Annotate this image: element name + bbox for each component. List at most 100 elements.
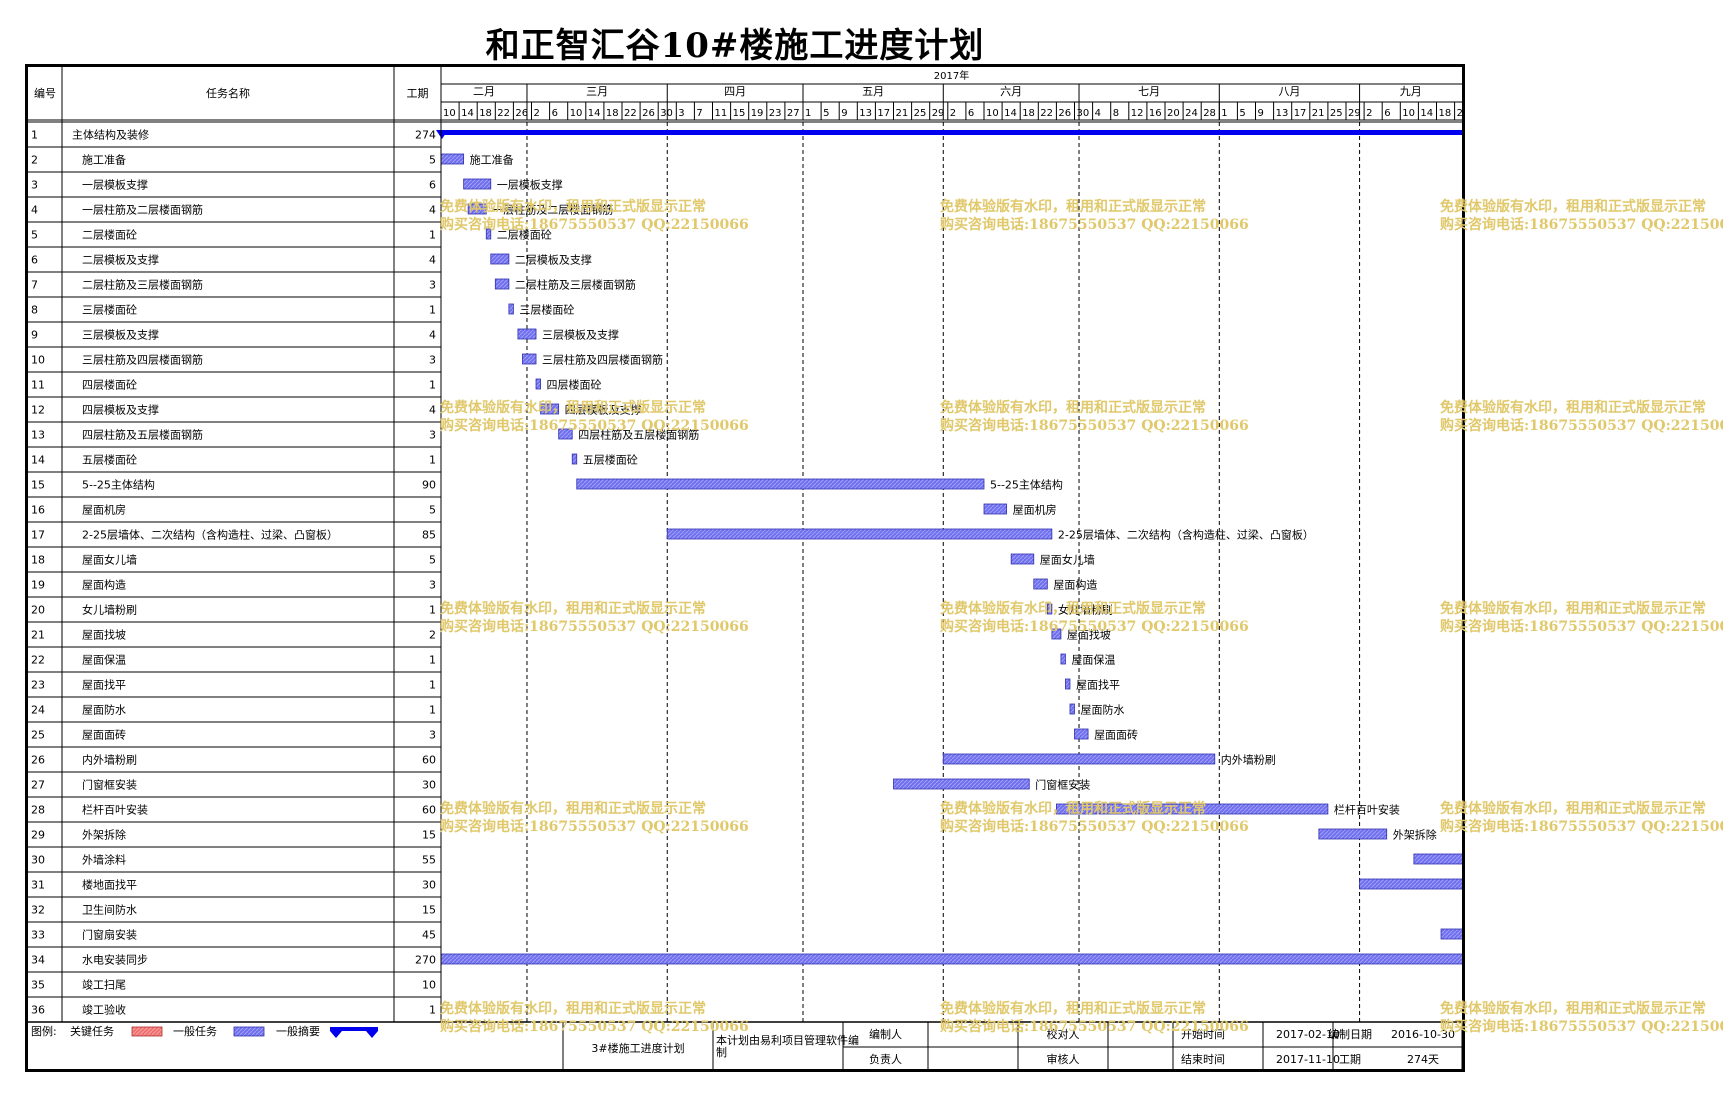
day-tick-label: 25	[914, 108, 927, 119]
task-id: 32	[31, 904, 45, 917]
task-id: 33	[31, 929, 45, 942]
bar-label: 屋面构造	[1053, 578, 1097, 592]
task-duration: 55	[422, 854, 436, 867]
normal-task-bar	[1046, 603, 1053, 615]
task-name: 施工准备	[82, 153, 126, 167]
day-tick-label: 19	[751, 108, 764, 119]
page-title: 和正智汇谷10#楼施工进度计划	[485, 26, 985, 66]
normal-task-bar	[535, 378, 541, 390]
task-id: 6	[31, 254, 38, 267]
watermark-text: 免费体验版有水印，租用和正式版显示正常 购买咨询电话:18675550537 QQ…	[1440, 199, 1723, 233]
legend-normal-label: 一般任务	[173, 1025, 217, 1038]
summary-bar	[441, 130, 1462, 135]
task-id: 31	[31, 879, 45, 892]
task-name: 屋面机房	[82, 503, 126, 517]
bar-label: 四层楼面砼	[547, 378, 602, 392]
day-tick-label: 10	[570, 108, 583, 119]
day-tick-label: 29	[1348, 108, 1361, 119]
task-duration: 3	[429, 579, 436, 592]
day-tick-label: 3	[678, 108, 684, 119]
task-name: 二层模板及支撑	[82, 253, 159, 267]
col-header-duration: 工期	[407, 87, 429, 100]
normal-task-bar	[463, 178, 492, 190]
task-duration: 4	[429, 404, 436, 417]
day-tick-label: 26	[1058, 108, 1071, 119]
day-tick-label: 25	[1330, 108, 1343, 119]
watermark-text: 免费体验版有水印，租用和正式版显示正常 购买咨询电话:18675550537 QQ…	[1440, 400, 1723, 434]
summary-start-marker	[436, 130, 448, 139]
footer-plan-name: 3#楼施工进度计划	[591, 1041, 684, 1055]
day-tick-label: 10	[443, 108, 456, 119]
normal-task-bar	[494, 278, 510, 290]
task-duration: 60	[422, 754, 436, 767]
day-tick-label: 24	[1185, 108, 1198, 119]
task-duration: 1	[429, 604, 436, 617]
bar-label: 屋面机房	[1013, 503, 1057, 517]
task-id: 20	[31, 604, 45, 617]
bar-label: 外架拆除	[1393, 828, 1437, 842]
footer-date-label: 编制日期	[1328, 1027, 1372, 1041]
day-tick-label: 14	[1420, 108, 1433, 119]
col-header-id: 编号	[34, 86, 56, 100]
day-tick-label: 14	[588, 108, 601, 119]
normal-task-bar	[467, 203, 487, 215]
task-name: 屋面保温	[82, 653, 126, 667]
bar-label: 门窗框安装	[1035, 778, 1090, 792]
day-tick-label: 2	[950, 108, 956, 119]
task-id: 24	[31, 704, 45, 717]
day-tick-label: 26	[642, 108, 655, 119]
day-tick-label: 10	[986, 108, 999, 119]
normal-task-bar	[1010, 553, 1035, 565]
task-id: 34	[31, 954, 45, 967]
month-label: 八月	[1278, 85, 1300, 98]
task-duration: 1	[429, 379, 436, 392]
task-duration: 4	[429, 329, 436, 342]
normal-task-bar	[490, 253, 510, 265]
day-tick-label: 7	[696, 108, 702, 119]
task-name: 门窗框安装	[82, 778, 137, 792]
normal-task-bar	[558, 428, 573, 440]
month-label: 七月	[1138, 85, 1160, 98]
task-id: 36	[31, 1004, 45, 1017]
day-tick-label: 30	[660, 108, 673, 119]
day-tick-label: 21	[1312, 108, 1325, 119]
legend-summary-label: 一般摘要	[276, 1024, 320, 1038]
bar-label: 屋面面砖	[1094, 728, 1138, 742]
task-duration: 4	[429, 204, 436, 217]
task-id: 18	[31, 554, 45, 567]
bar-label: 屋面保温	[1071, 653, 1115, 667]
task-duration: 1	[429, 1004, 436, 1017]
task-duration: 3	[429, 429, 436, 442]
bar-label: 栏杆百叶安装	[1334, 803, 1400, 817]
task-name: 栏杆百叶安装	[82, 803, 148, 817]
day-tick-label: 30	[1077, 108, 1090, 119]
task-duration: 4	[429, 254, 436, 267]
footer-end-value: 2017-11-10	[1276, 1053, 1340, 1066]
day-tick-label: 16	[1149, 108, 1162, 119]
normal-task-bar	[540, 403, 560, 415]
task-duration: 3	[429, 279, 436, 292]
day-tick-label: 12	[1131, 108, 1144, 119]
day-tick-label: 5	[823, 108, 829, 119]
task-name: 5--25主体结构	[82, 478, 155, 492]
task-duration: 5	[429, 154, 436, 167]
task-duration: 90	[422, 479, 436, 492]
day-tick-label: 15	[733, 108, 746, 119]
month-label: 二月	[473, 85, 495, 98]
task-name: 五层楼面砼	[82, 453, 137, 467]
day-tick-label: 6	[1384, 108, 1390, 119]
day-tick-label: 26	[515, 108, 528, 119]
normal-task-bar	[517, 328, 537, 340]
day-tick-label: 17	[1294, 108, 1307, 119]
year-label: 2017年	[934, 69, 969, 82]
day-tick-label: 2	[1366, 108, 1372, 119]
watermark-text: 免费体验版有水印，租用和正式版显示正常 购买咨询电话:18675550537 QQ…	[1440, 601, 1723, 635]
legend-critical-label: 关键任务	[70, 1024, 114, 1038]
normal-task-bar	[1359, 878, 1462, 890]
month-label: 三月	[586, 85, 608, 98]
task-name: 卫生间防水	[82, 903, 137, 917]
bar-label: 三层柱筋及四层楼面钢筋	[542, 353, 663, 367]
task-duration: 30	[422, 779, 436, 792]
day-tick-label: 5	[1239, 108, 1245, 119]
task-duration: 60	[422, 804, 436, 817]
